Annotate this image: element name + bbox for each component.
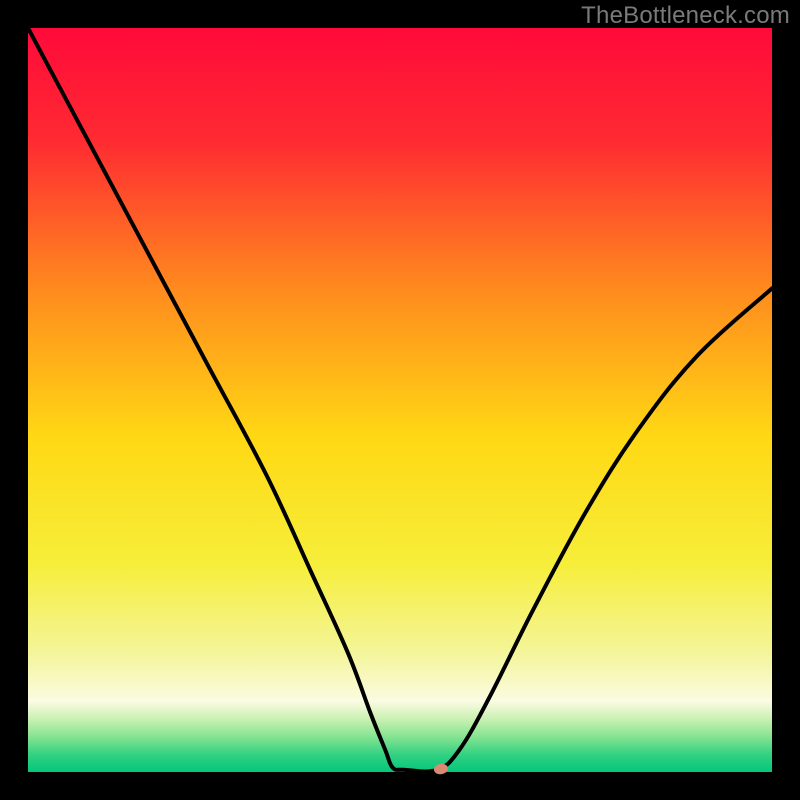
chart-container: TheBottleneck.com — [0, 0, 800, 800]
bottleneck-chart — [0, 0, 800, 800]
watermark-text: TheBottleneck.com — [581, 2, 790, 30]
